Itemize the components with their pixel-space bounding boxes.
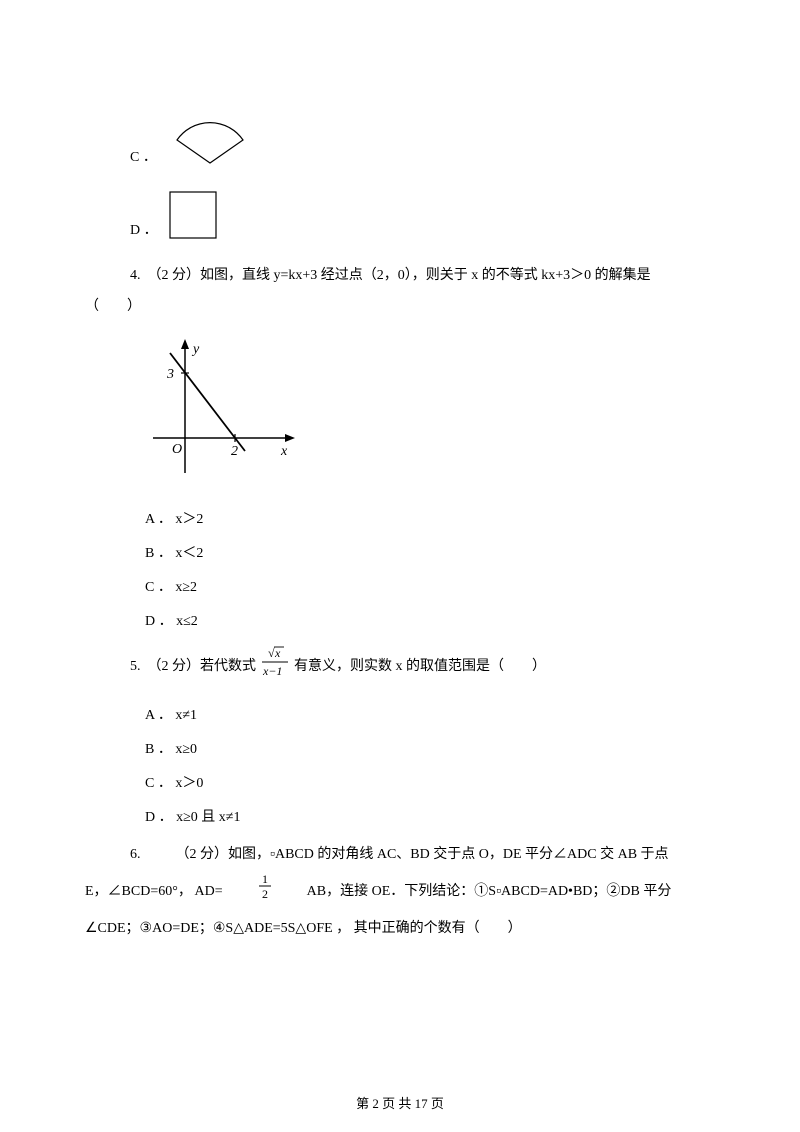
svg-text:√: √ bbox=[268, 646, 275, 660]
x-tick-label: 2 bbox=[231, 444, 238, 459]
svg-text:x−1: x−1 bbox=[262, 664, 282, 678]
q3-option-d: D ． bbox=[130, 188, 715, 243]
fraction-icon: √ x x−1 bbox=[260, 644, 290, 691]
q5-option-b: B ． x≥0 bbox=[145, 738, 715, 758]
q6-line2: E，∠BCD=60°， AD= 1 2 AB，连接 OE．下列结论：①S▫ABC… bbox=[85, 871, 715, 914]
q6-line2b: AB，连接 OE．下列结论：①S▫ABCD=AD•BD；②DB 平分 bbox=[279, 877, 672, 908]
fan-shape-icon bbox=[165, 100, 255, 170]
q6-line1: 6. （2 分）如图，▫ABCD 的对角线 AC、BD 交于点 O，DE 平分∠… bbox=[130, 840, 715, 871]
q5-tail: 有意义，则实数 x 的取值范围是（ ） bbox=[294, 652, 546, 683]
half-fraction-icon: 1 2 bbox=[257, 871, 273, 914]
line-graph-icon: 3 2 O y x bbox=[145, 333, 305, 483]
q4-text-line2: （ ） bbox=[85, 292, 715, 323]
q6-line2a: E，∠BCD=60°， AD= bbox=[85, 877, 251, 908]
q4-text-line1: 4. （2 分）如图，直线 y=kx+3 经过点（2，0），则关于 x 的不等式… bbox=[130, 261, 715, 292]
question-6: 6. （2 分）如图，▫ABCD 的对角线 AC、BD 交于点 O，DE 平分∠… bbox=[85, 840, 715, 944]
svg-text:2: 2 bbox=[262, 887, 268, 901]
square-shape-icon bbox=[166, 188, 221, 243]
origin-label: O bbox=[172, 442, 182, 457]
q5-lead: 5. （2 分）若代数式 bbox=[130, 652, 256, 683]
q4-option-d: D ． x≤2 bbox=[145, 610, 715, 630]
page-container: C ． D ． 4. （2 分）如图，直线 y=kx+3 经过点（2，0），则关… bbox=[0, 0, 800, 1132]
q5-option-d: D ． x≥0 且 x≠1 bbox=[145, 806, 715, 826]
q4-figure: 3 2 O y x bbox=[145, 333, 715, 488]
page-footer: 第 2 页 共 17 页 bbox=[0, 1093, 800, 1112]
q3-option-c: C ． bbox=[130, 100, 715, 170]
option-label-c: C ． bbox=[130, 146, 157, 166]
q4-option-a: A ． x＞2 bbox=[145, 508, 715, 528]
x-axis-label: x bbox=[280, 444, 288, 459]
q4-option-b: B ． x＜2 bbox=[145, 542, 715, 562]
option-label-d: D ． bbox=[130, 219, 158, 239]
q5-option-a: A ． x≠1 bbox=[145, 704, 715, 724]
y-axis-label: y bbox=[191, 342, 200, 357]
question-5: 5. （2 分）若代数式 √ x x−1 有意义，则实数 x 的取值范围是（ ） bbox=[130, 644, 715, 691]
svg-text:1: 1 bbox=[262, 872, 268, 886]
q6-line3: ∠CDE；③AO=DE；④S△ADE=5S△OFE ， 其中正确的个数有（ ） bbox=[85, 914, 715, 945]
svg-text:x: x bbox=[274, 646, 281, 660]
q4-option-c: C ． x≥2 bbox=[145, 576, 715, 596]
q5-option-c: C ． x＞0 bbox=[145, 772, 715, 792]
question-4: 4. （2 分）如图，直线 y=kx+3 经过点（2，0），则关于 x 的不等式… bbox=[85, 261, 715, 323]
y-tick-label: 3 bbox=[166, 367, 174, 382]
